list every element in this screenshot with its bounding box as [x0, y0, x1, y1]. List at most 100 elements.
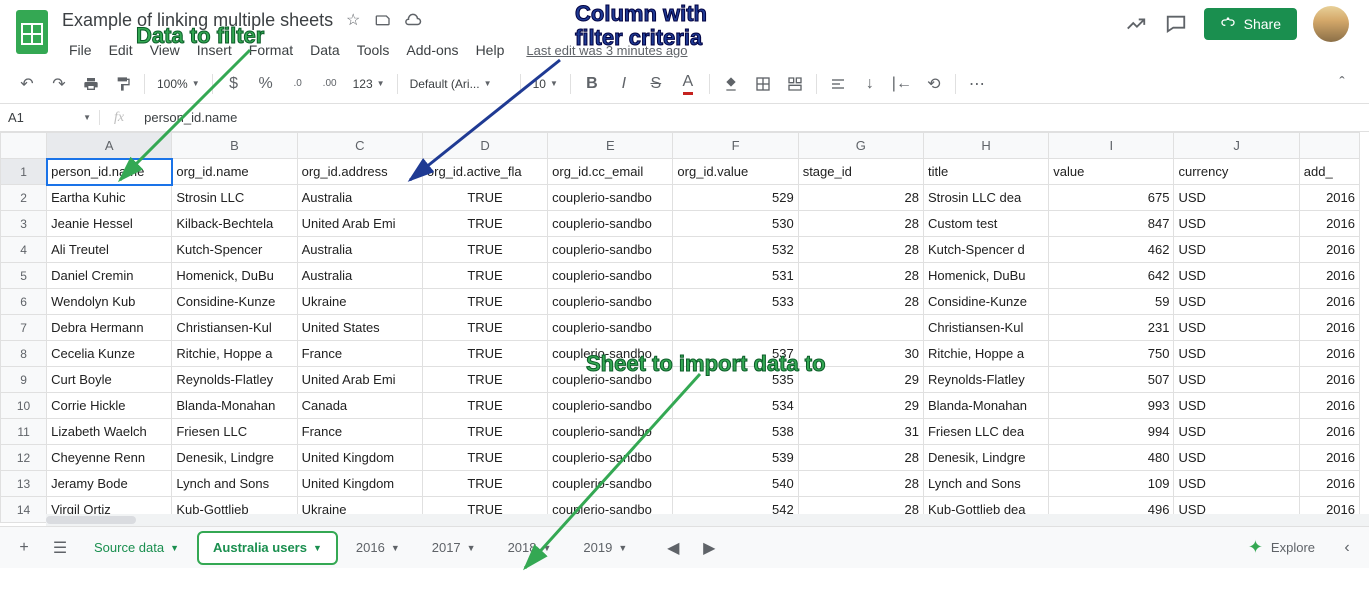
cell[interactable]: Homenick, DuBu	[172, 263, 297, 289]
all-sheets-icon[interactable]: ☰	[44, 532, 76, 564]
cell[interactable]: USD	[1174, 367, 1299, 393]
cell[interactable]: Friesen LLC dea	[923, 419, 1048, 445]
row-header-6[interactable]: 6	[1, 289, 47, 315]
cell[interactable]: 537	[673, 341, 798, 367]
cell[interactable]: couplerio-sandbo	[548, 263, 673, 289]
bold-icon[interactable]: B	[577, 70, 607, 98]
menu-add-ons[interactable]: Add-ons	[399, 40, 465, 60]
col-header-A[interactable]: A	[47, 133, 172, 159]
more-icon[interactable]: ⋯	[962, 70, 992, 98]
menu-help[interactable]: Help	[469, 40, 512, 60]
collapse-toolbar-icon[interactable]: ˆ	[1327, 70, 1357, 98]
col-header-F[interactable]: F	[673, 133, 798, 159]
col-header-G[interactable]: G	[798, 133, 923, 159]
cell[interactable]: Blanda-Monahan	[923, 393, 1048, 419]
cell[interactable]: 28	[798, 471, 923, 497]
cell[interactable]: TRUE	[422, 237, 547, 263]
cell[interactable]: TRUE	[422, 341, 547, 367]
cell[interactable]: Australia	[297, 237, 422, 263]
cell[interactable]: couplerio-sandbo	[548, 211, 673, 237]
fill-color-icon[interactable]	[716, 70, 746, 98]
increase-decimal-icon[interactable]: .00	[315, 70, 345, 98]
decrease-decimal-icon[interactable]: .0	[283, 70, 313, 98]
activity-icon[interactable]	[1124, 12, 1148, 36]
row-header-8[interactable]: 8	[1, 341, 47, 367]
cell[interactable]: Considine-Kunze	[923, 289, 1048, 315]
cell[interactable]: currency	[1174, 159, 1299, 185]
cell[interactable]: 2016	[1299, 237, 1359, 263]
cell[interactable]: 28	[798, 211, 923, 237]
menu-data[interactable]: Data	[303, 40, 347, 60]
tab-scroll-right-icon[interactable]: ▶	[693, 532, 725, 564]
cell[interactable]: couplerio-sandbo	[548, 445, 673, 471]
cell[interactable]: USD	[1174, 315, 1299, 341]
cell[interactable]: Denesik, Lindgre	[172, 445, 297, 471]
cell[interactable]: 2016	[1299, 419, 1359, 445]
cell[interactable]: 530	[673, 211, 798, 237]
cell[interactable]: 540	[673, 471, 798, 497]
cell[interactable]: 2016	[1299, 471, 1359, 497]
cell[interactable]: value	[1049, 159, 1174, 185]
cell[interactable]: 642	[1049, 263, 1174, 289]
cell[interactable]: 59	[1049, 289, 1174, 315]
cell[interactable]: 231	[1049, 315, 1174, 341]
tab-menu-caret-icon[interactable]: ▼	[391, 543, 400, 553]
explore-button[interactable]: ✦ Explore	[1234, 537, 1329, 558]
row-header-1[interactable]: 1	[1, 159, 47, 185]
cell[interactable]: 462	[1049, 237, 1174, 263]
cell[interactable]: 29	[798, 393, 923, 419]
cell[interactable]: couplerio-sandbo	[548, 393, 673, 419]
cell[interactable]: 28	[798, 289, 923, 315]
cell[interactable]: org_id.active_fla	[422, 159, 547, 185]
cell[interactable]: 2016	[1299, 341, 1359, 367]
col-header-I[interactable]: I	[1049, 133, 1174, 159]
cell[interactable]: person_id.name	[47, 159, 172, 185]
cell[interactable]: 2016	[1299, 185, 1359, 211]
cell[interactable]: Reynolds-Flatley	[172, 367, 297, 393]
number-format-select[interactable]: 123▼	[347, 71, 391, 97]
cloud-icon[interactable]	[403, 10, 423, 30]
cell[interactable]: 534	[673, 393, 798, 419]
row-header-3[interactable]: 3	[1, 211, 47, 237]
move-icon[interactable]	[373, 10, 393, 30]
cell[interactable]: TRUE	[422, 263, 547, 289]
menu-insert[interactable]: Insert	[190, 40, 239, 60]
grid[interactable]: ABCDEFGHIJ1person_id.nameorg_id.nameorg_…	[0, 132, 1369, 526]
cell[interactable]: TRUE	[422, 315, 547, 341]
cell[interactable]: stage_id	[798, 159, 923, 185]
cell[interactable]: USD	[1174, 445, 1299, 471]
cell[interactable]: Canada	[297, 393, 422, 419]
cell[interactable]: United States	[297, 315, 422, 341]
row-header-12[interactable]: 12	[1, 445, 47, 471]
star-icon[interactable]: ☆	[343, 10, 363, 30]
menu-format[interactable]: Format	[242, 40, 300, 60]
row-header-4[interactable]: 4	[1, 237, 47, 263]
row-header-11[interactable]: 11	[1, 419, 47, 445]
cell[interactable]: Daniel Cremin	[47, 263, 172, 289]
doc-title[interactable]: Example of linking multiple sheets	[62, 10, 333, 31]
cell[interactable]: 535	[673, 367, 798, 393]
cell[interactable]: USD	[1174, 393, 1299, 419]
cell[interactable]: 31	[798, 419, 923, 445]
cell[interactable]: couplerio-sandbo	[548, 185, 673, 211]
cell[interactable]: org_id.cc_email	[548, 159, 673, 185]
cell[interactable]: Kutch-Spencer	[172, 237, 297, 263]
cell[interactable]: 2016	[1299, 211, 1359, 237]
currency-format-icon[interactable]: $	[219, 70, 249, 98]
row-header-7[interactable]: 7	[1, 315, 47, 341]
cell[interactable]: Denesik, Lindgre	[923, 445, 1048, 471]
cell[interactable]: USD	[1174, 185, 1299, 211]
cell[interactable]: 29	[798, 367, 923, 393]
merge-icon[interactable]	[780, 70, 810, 98]
cell[interactable]: TRUE	[422, 367, 547, 393]
cell[interactable]: USD	[1174, 211, 1299, 237]
comments-icon[interactable]	[1164, 12, 1188, 36]
tab-menu-caret-icon[interactable]: ▼	[170, 543, 179, 553]
cell[interactable]: couplerio-sandbo	[548, 341, 673, 367]
cell[interactable]: Lynch and Sons	[923, 471, 1048, 497]
sheet-tab-australia-users[interactable]: Australia users▼	[197, 531, 338, 565]
cell[interactable]: couplerio-sandbo	[548, 367, 673, 393]
rotate-icon[interactable]: ⟲	[919, 70, 949, 98]
cell[interactable]: 532	[673, 237, 798, 263]
strike-icon[interactable]: S	[641, 70, 671, 98]
